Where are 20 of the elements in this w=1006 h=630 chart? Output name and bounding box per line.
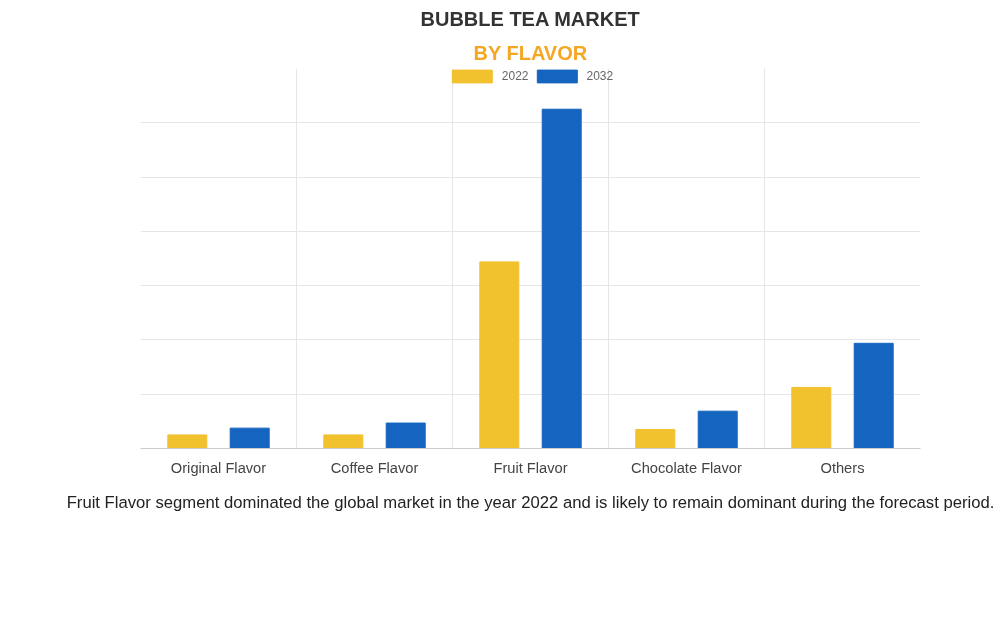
bar xyxy=(385,422,426,449)
bar xyxy=(791,386,832,449)
x-tick-label: Original Flavor xyxy=(170,459,267,476)
legend-label: 2032 xyxy=(586,69,614,83)
text: Fruit Flavor segment dominated the global market in the year 2022 and is likely to remain dominant during the forecast period. xyxy=(66,493,995,512)
bar xyxy=(541,108,582,449)
x-tick-label: Chocolate Flavor xyxy=(631,459,743,476)
x-tick-label: Fruit Flavor xyxy=(493,459,568,476)
legend-label: 2022 xyxy=(501,69,529,83)
bar xyxy=(479,261,520,449)
bar xyxy=(635,429,676,449)
bar xyxy=(167,434,208,449)
chart-title: BUBBLE TEA MARKET xyxy=(420,7,640,30)
bar xyxy=(323,434,364,449)
chart-subtitle: BY FLAVOR xyxy=(473,41,588,64)
bar xyxy=(229,427,270,449)
x-tick-label: Coffee Flavor xyxy=(330,459,419,476)
x-tick-label: Others xyxy=(820,459,865,476)
bar xyxy=(853,342,894,449)
bar xyxy=(697,410,738,449)
